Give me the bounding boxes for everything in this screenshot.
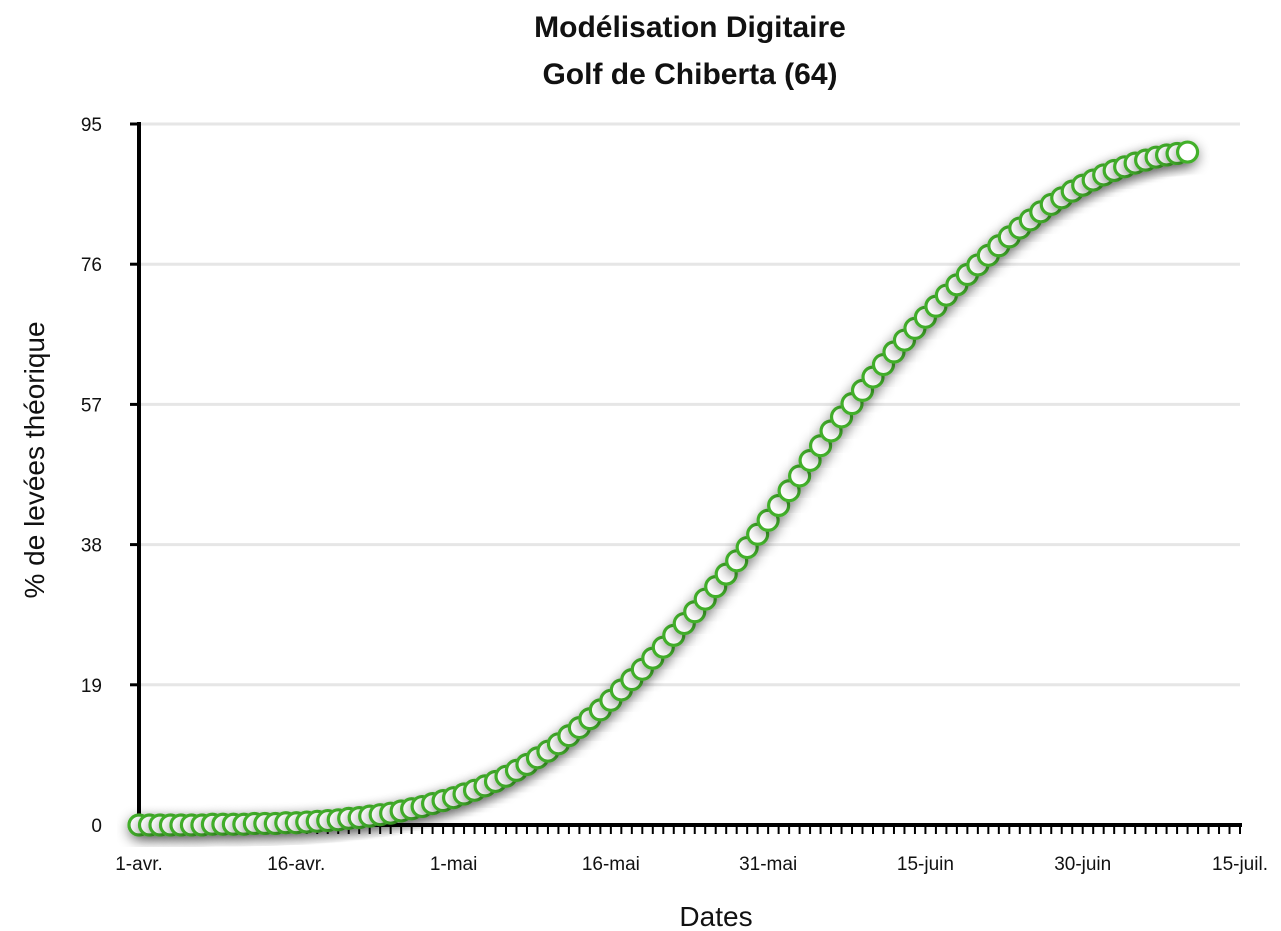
x-tick-label: 16-mai — [582, 854, 640, 875]
y-tick-labels: 0 19 38 57 76 95 — [81, 115, 139, 837]
x-tick-label: 16-avr. — [267, 854, 325, 875]
x-tick-label: 15-juil. — [1212, 854, 1268, 875]
data-point — [787, 464, 812, 488]
x-tick-label: 15-juin — [897, 854, 954, 875]
y-tick-label: 76 — [81, 255, 102, 276]
y-tick-label: 95 — [81, 115, 102, 136]
x-tick-label: 1-mai — [430, 854, 478, 875]
chart-title-line-1: Modélisation Digitaire — [534, 11, 846, 44]
x-tick-label: 30-juin — [1054, 854, 1111, 875]
y-axis-title: % de levées théorique — [19, 321, 50, 598]
y-tick-label: 38 — [81, 536, 102, 557]
y-tick-label: 57 — [81, 395, 102, 416]
data-point — [1175, 140, 1200, 164]
x-tick-labels: 1-avr. 16-avr. 1-mai 16-mai 31-mai 15-juin 30-… — [115, 854, 1268, 875]
y-tick-label: 19 — [81, 676, 102, 697]
x-tick-label: 31-mai — [739, 854, 797, 875]
series-markers — [127, 140, 1200, 837]
x-axis-title: Dates — [679, 901, 752, 931]
gridlines — [139, 122, 1240, 687]
y-tick-label: 0 — [91, 816, 102, 837]
x-tick-label: 1-avr. — [115, 854, 163, 875]
chart-title-line-2: Golf de Chiberta (64) — [542, 58, 837, 91]
